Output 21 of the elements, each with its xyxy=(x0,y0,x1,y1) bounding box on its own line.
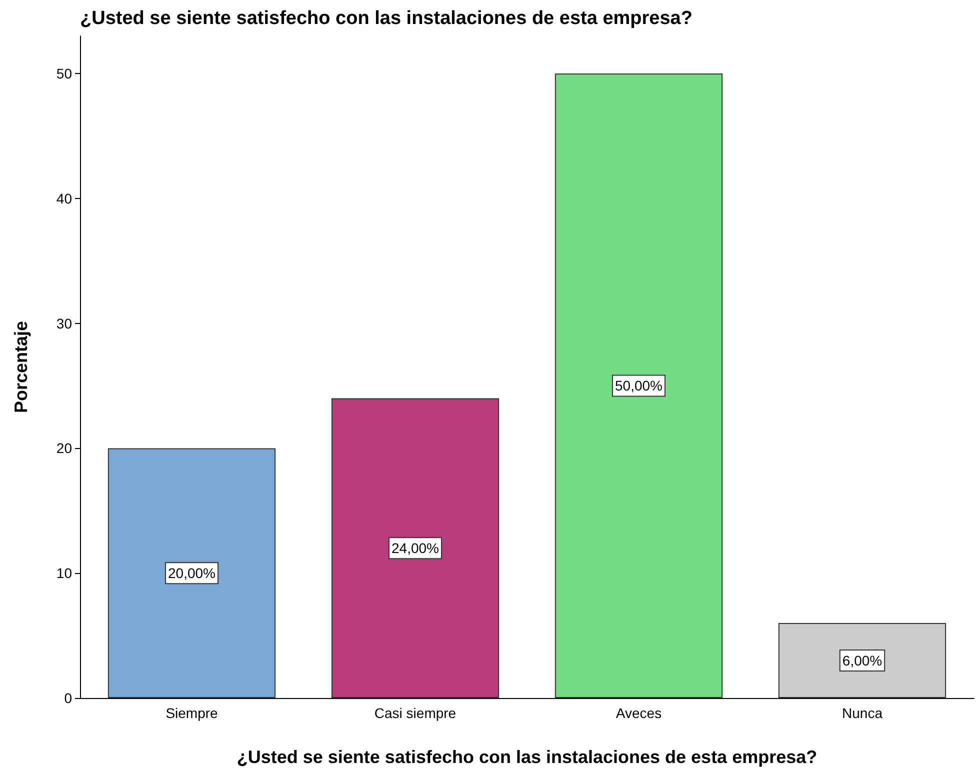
x-tick-label: Casi siempre xyxy=(374,705,456,721)
bar xyxy=(108,448,276,698)
chart-title: ¿Usted se siente satisfecho con las instalaciones de esta empresa? xyxy=(80,8,692,29)
bar xyxy=(331,398,500,698)
data-label: 20,00% xyxy=(168,565,216,582)
data-label: 24,00% xyxy=(392,540,439,556)
y-tick-label: 10 xyxy=(56,565,72,582)
y-tick-label: 0 xyxy=(64,690,72,706)
x-axis-title: ¿Usted se siente satisfecho con las instalaciones de esta empresa? xyxy=(236,747,818,767)
x-tick-label: Siempre xyxy=(166,705,218,721)
data-label: 50,00% xyxy=(615,378,662,394)
bar xyxy=(554,73,723,698)
x-tick-label: Aveces xyxy=(616,705,662,721)
y-tick-label: 50 xyxy=(56,65,72,82)
y-tick-label: 20 xyxy=(56,440,72,456)
y-tick-label: 30 xyxy=(56,315,72,332)
x-tick-label: Nunca xyxy=(842,705,883,721)
y-tick-label: 40 xyxy=(56,190,72,206)
data-label: 6,00% xyxy=(842,652,882,669)
bar xyxy=(778,623,946,698)
y-axis-title: Porcentaje xyxy=(11,320,31,414)
